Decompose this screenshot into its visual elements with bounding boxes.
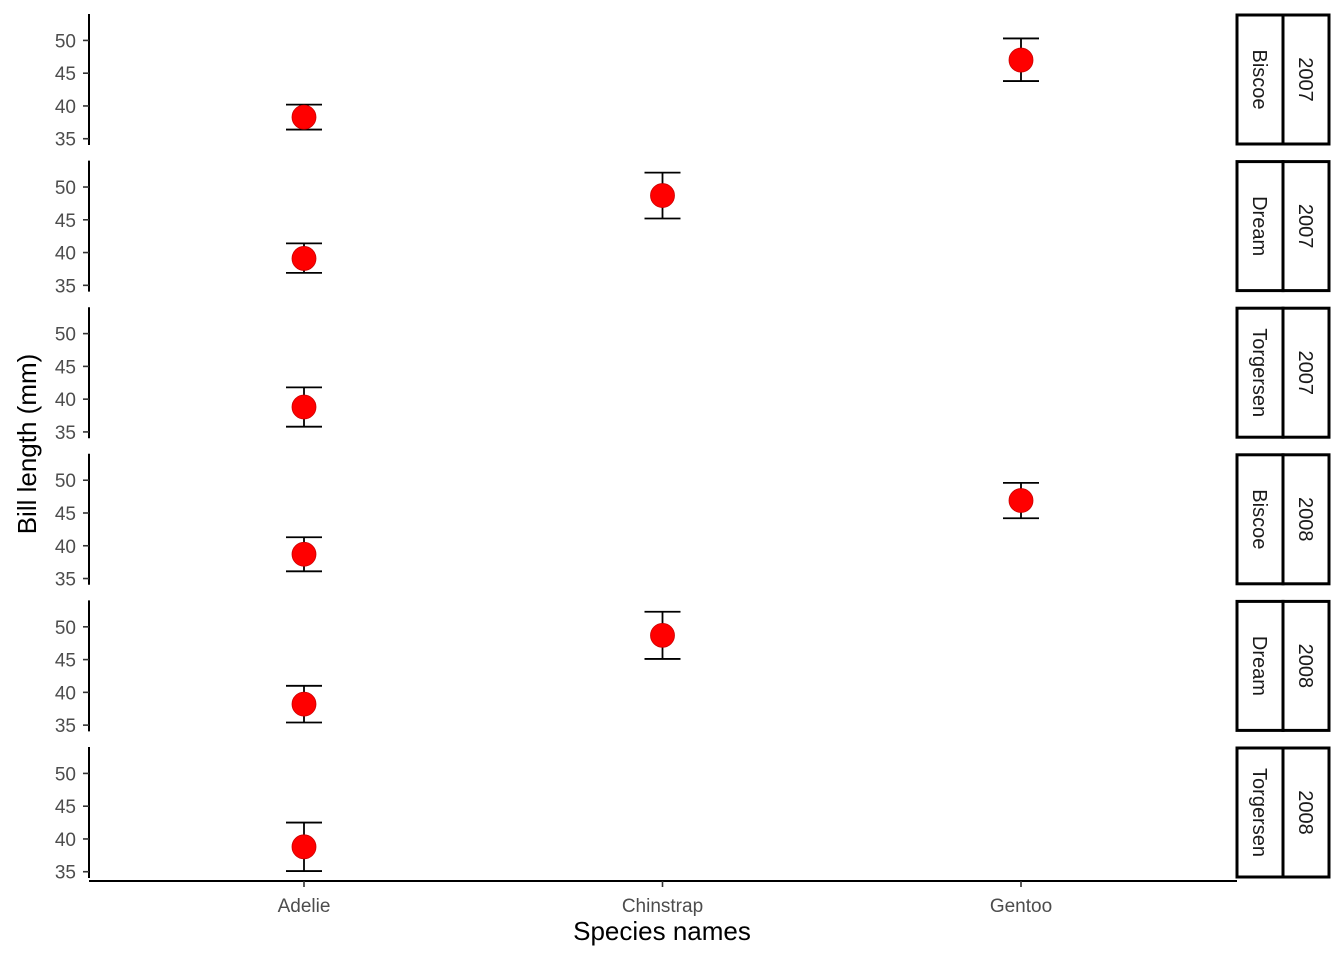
y-tick-label: 50 [55,325,76,346]
data-point [291,394,317,420]
y-tick-label: 35 [55,130,76,151]
strip-island [1235,746,1285,879]
facet-panel: 35 40 45 50 Torgersen 2007 [55,306,1331,444]
y-tick-label: 40 [55,537,76,558]
x-axis: Adelie Chinstrap Gentoo [89,880,1237,917]
y-tick-label: 40 [55,244,76,265]
x-tick-label: Chinstrap [622,896,703,917]
data-point [650,183,675,208]
y-tick-label: 50 [55,471,76,492]
strip-island [1235,599,1285,732]
strip-year [1281,746,1331,879]
data-point [1008,47,1034,73]
y-tick-label: 45 [55,357,76,378]
strip-island [1235,13,1285,146]
strip-year-label: 2008 [1294,644,1316,689]
strip-island [1235,306,1285,439]
x-tick-label: Adelie [278,896,331,917]
strip-year-label: 2008 [1294,497,1316,542]
y-tick-label: 45 [55,211,76,232]
y-axis-title: Bill length (mm) [12,354,42,535]
facet-panel: 35 40 45 50 Dream 2007 [55,160,1331,297]
facet-panel: 35 40 45 50 Torgersen 2008 [55,746,1331,884]
y-tick-label: 35 [55,716,76,737]
strip-island-label: Dream [1248,196,1270,256]
facet-panel: 35 40 45 50 Dream 2008 [55,599,1331,737]
x-axis-title: Species names [573,916,751,946]
y-tick-label: 45 [55,64,76,85]
data-point [650,622,675,648]
y-tick-label: 35 [55,423,76,444]
y-tick-label: 35 [55,570,76,591]
strip-year-label: 2007 [1294,57,1316,102]
y-tick-label: 50 [55,31,76,52]
strip-year [1281,599,1331,732]
strip-year-label: 2008 [1294,790,1316,835]
y-tick-label: 40 [55,830,76,851]
y-tick-label: 45 [55,504,76,525]
facet-panels: 35 40 45 50 Biscoe 2007 35 40 45 50 Dream 2007 35 40 4… [55,13,1331,884]
facet-panel: 35 40 45 50 Biscoe 2008 [55,453,1331,591]
strip-island [1235,160,1285,293]
y-tick-label: 50 [55,618,76,639]
data-point [291,246,317,271]
strip-year [1281,453,1331,586]
y-tick-label: 50 [55,178,76,199]
y-tick-label: 40 [55,390,76,411]
strip-island-label: Biscoe [1248,489,1270,549]
strip-island-label: Torgersen [1248,768,1270,857]
strip-island-label: Biscoe [1248,49,1270,109]
y-tick-label: 40 [55,683,76,704]
strip-island [1235,453,1285,586]
strip-year-label: 2007 [1294,350,1316,395]
facet-panel: 35 40 45 50 Biscoe 2007 [55,13,1331,151]
data-point [291,691,317,717]
y-tick-label: 45 [55,797,76,818]
strip-year [1281,160,1331,293]
data-point [291,104,317,130]
strip-island-label: Dream [1248,636,1270,696]
y-tick-label: 40 [55,97,76,118]
data-point [291,541,317,567]
strip-year-label: 2007 [1294,204,1316,249]
y-tick-label: 45 [55,651,76,672]
strip-year [1281,306,1331,439]
y-tick-label: 35 [55,276,76,297]
strip-year [1281,13,1331,146]
y-tick-label: 35 [55,863,76,884]
strip-island-label: Torgersen [1248,328,1270,417]
data-point [1008,488,1034,513]
x-tick-label: Gentoo [990,896,1052,917]
y-tick-label: 50 [55,764,76,785]
data-point [291,834,317,860]
